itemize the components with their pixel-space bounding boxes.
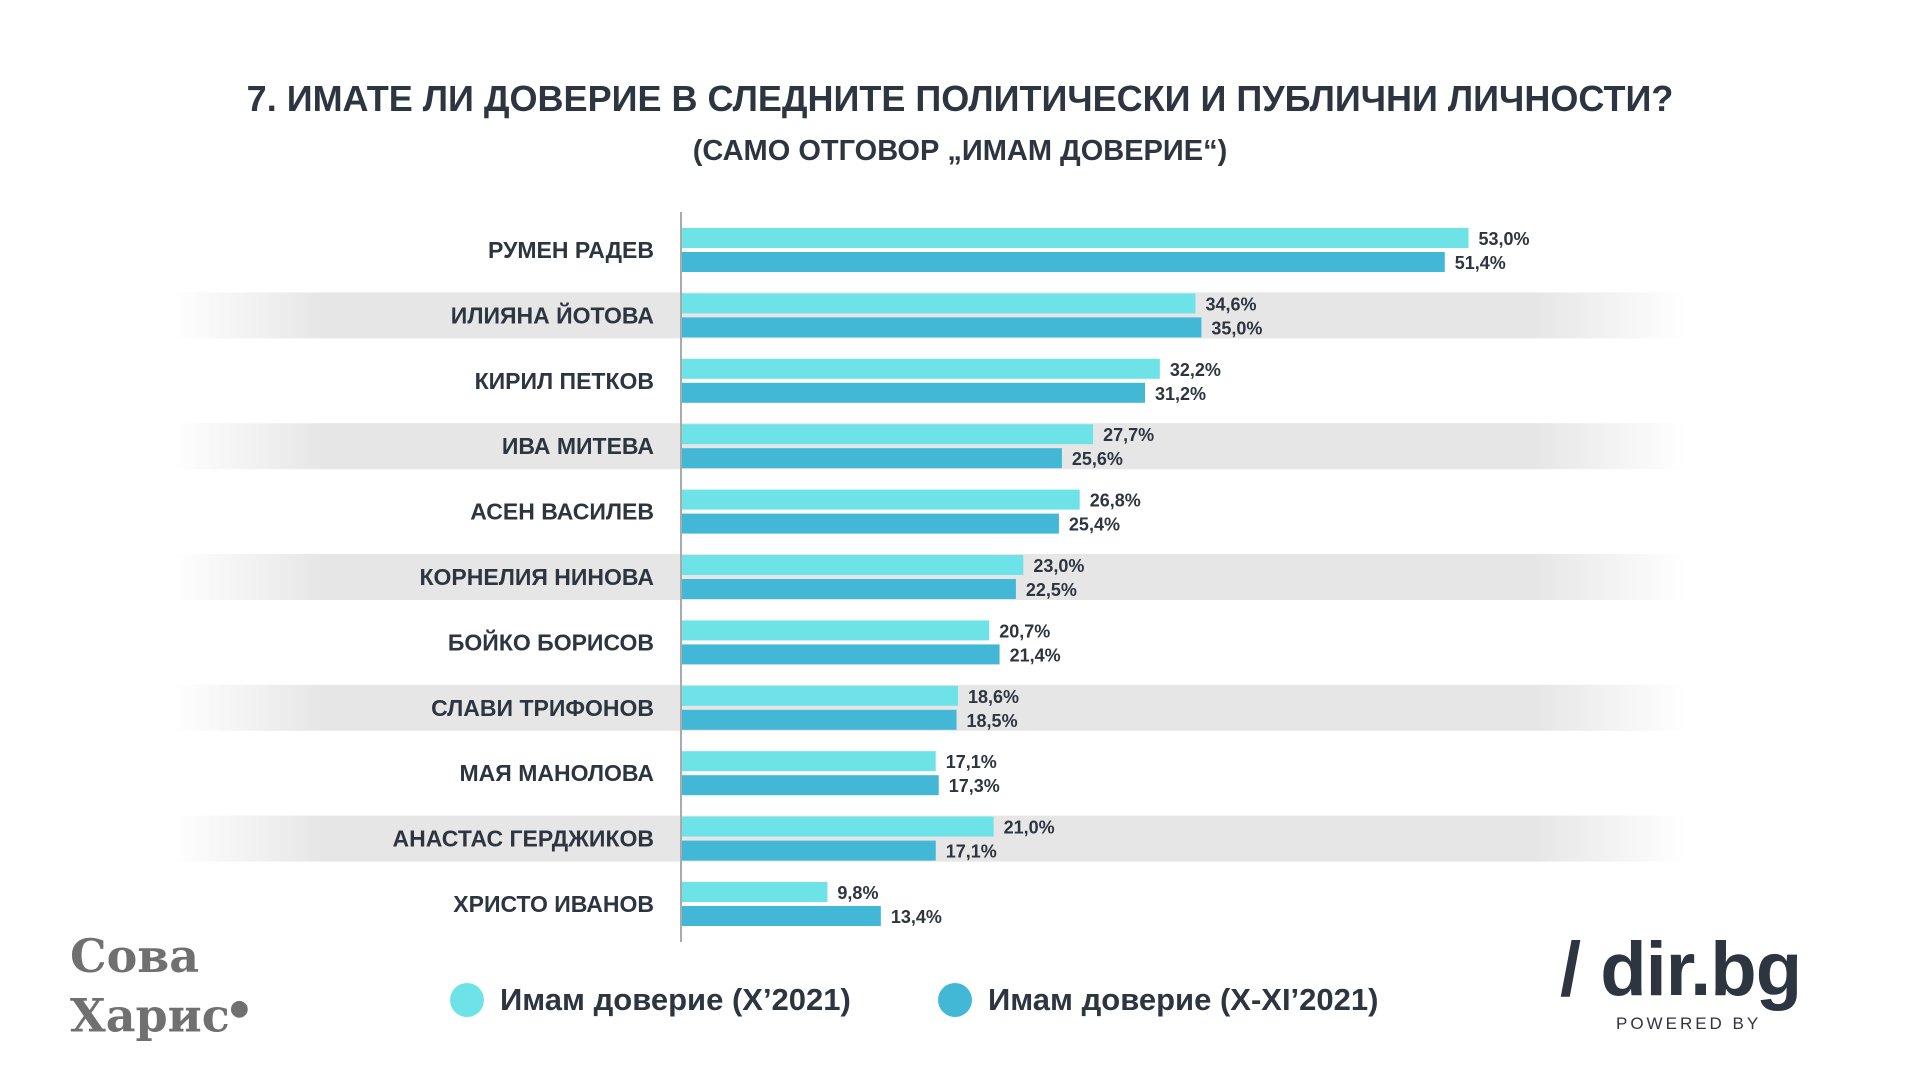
- chart-subtitle: (САМО ОТГОВОР „ИМАМ ДОВЕРИЕ“): [692, 135, 1228, 167]
- data-label: 31,2%: [1155, 384, 1206, 404]
- bar-series2: [682, 252, 1445, 272]
- bar-series2: [682, 579, 1016, 599]
- category-label: АНАСТАС ГЕРДЖИКОВ: [393, 826, 654, 852]
- bar-series1: [682, 620, 990, 641]
- bar-series2: [682, 775, 939, 796]
- data-label: 17,1%: [946, 842, 997, 862]
- category-label: КОРНЕЛИЯ НИНОВА: [419, 564, 654, 590]
- data-label: 25,4%: [1069, 515, 1120, 535]
- legend-dot-series2: [938, 983, 972, 1017]
- bar-series2: [682, 382, 1146, 403]
- data-label: 17,1%: [946, 752, 997, 772]
- bar-series2: [682, 513, 1059, 534]
- data-label: 9,8%: [837, 883, 878, 903]
- data-label: 34,6%: [1205, 294, 1256, 314]
- data-label: 35,0%: [1211, 318, 1262, 338]
- legend-dot-series1: [450, 983, 484, 1017]
- powered-by-text: POWERED BY: [1616, 1014, 1762, 1033]
- dir-bg-wordmark: / dir.bg: [1560, 927, 1802, 1012]
- category-label: РУМЕН РАДЕВ: [488, 237, 654, 263]
- bar-series2: [682, 906, 881, 926]
- bar-series1: [682, 424, 1094, 445]
- bar-series1: [682, 685, 959, 706]
- category-label: ИВА МИТЕВА: [502, 433, 654, 459]
- bar-series1: [682, 555, 1024, 575]
- data-label: 13,4%: [891, 907, 942, 927]
- chart-title: 7. ИМАТЕ ЛИ ДОВЕРИЕ В СЛЕДНИТЕ ПОЛИТИЧЕС…: [246, 78, 1674, 119]
- sova-haris-logo: Сова Харис●: [70, 929, 249, 1043]
- data-label: 25,6%: [1072, 449, 1123, 469]
- category-label: ИЛИЯНА ЙОТОВА: [451, 301, 654, 328]
- data-label: 22,5%: [1026, 580, 1077, 600]
- bar-series2: [682, 317, 1202, 338]
- bar-series2: [682, 644, 1000, 665]
- category-label: БОЙКО БОРИСОВ: [448, 628, 654, 655]
- bar-series2: [682, 448, 1062, 469]
- bar-series1: [682, 489, 1080, 510]
- logo-line2: Харис: [70, 988, 230, 1043]
- bar-series1: [682, 228, 1469, 248]
- data-label: 32,2%: [1170, 360, 1221, 380]
- legend-item-series1: Имам доверие (X’2021): [450, 982, 851, 1018]
- dir-bg-logo: / dir.bg POWERED BY: [1560, 930, 1900, 1034]
- data-label: 21,0%: [1004, 818, 1055, 838]
- legend-label-series2: Имам доверие (X-XI’2021): [988, 982, 1379, 1017]
- data-label: 51,4%: [1455, 253, 1506, 273]
- category-label: АСЕН ВАСИЛЕВ: [470, 499, 654, 525]
- data-label: 18,5%: [967, 711, 1018, 731]
- data-label: 17,3%: [949, 776, 1000, 796]
- bar-series1: [682, 751, 936, 772]
- bar-series1: [682, 358, 1160, 379]
- logo-line1: Сова: [70, 929, 200, 983]
- legend-label-series1: Имам доверие (X’2021): [500, 982, 851, 1017]
- category-label: ХРИСТО ИВАНОВ: [453, 891, 654, 917]
- bar-series1: [682, 816, 994, 837]
- category-label: КИРИЛ ПЕТКОВ: [475, 368, 654, 394]
- data-label: 21,4%: [1010, 645, 1061, 665]
- data-label: 53,0%: [1479, 229, 1530, 249]
- data-label: 26,8%: [1090, 491, 1141, 511]
- category-label: СЛАВИ ТРИФОНОВ: [431, 695, 654, 721]
- bar-series1: [682, 882, 828, 902]
- data-label: 20,7%: [999, 621, 1050, 641]
- data-label: 23,0%: [1033, 556, 1084, 576]
- data-label: 27,7%: [1103, 425, 1154, 445]
- bar-series2: [682, 840, 936, 861]
- data-label: 18,6%: [968, 687, 1019, 707]
- legend-item-series2: Имам доверие (X-XI’2021): [938, 982, 1378, 1018]
- bar-series2: [682, 709, 957, 730]
- bar-series1: [682, 293, 1196, 314]
- category-label: МАЯ МАНОЛОВА: [460, 760, 655, 786]
